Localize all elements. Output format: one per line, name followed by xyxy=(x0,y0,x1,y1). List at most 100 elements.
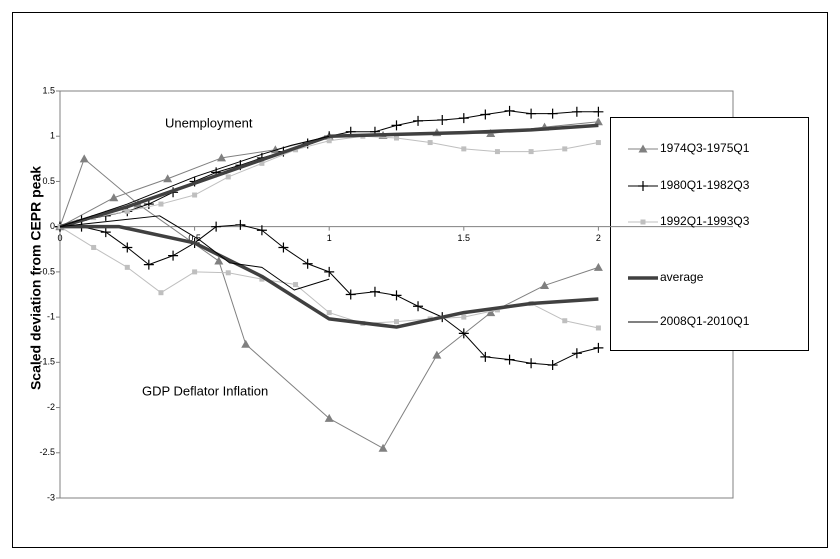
data-point xyxy=(526,108,537,119)
data-point xyxy=(109,193,119,202)
data-point xyxy=(461,314,467,320)
data-point xyxy=(547,108,558,119)
data-point xyxy=(158,290,164,296)
legend-marker xyxy=(638,144,648,153)
data-point xyxy=(413,115,424,126)
data-point xyxy=(122,242,133,253)
data-point xyxy=(217,153,227,162)
data-point xyxy=(461,146,467,152)
y-tick-label: -1 xyxy=(47,311,55,321)
data-point xyxy=(562,146,568,152)
data-point xyxy=(391,290,402,301)
data-point xyxy=(192,269,198,275)
legend-label: 1992Q1-1993Q3 xyxy=(660,214,750,228)
legend-label: 1974Q3-1975Q1 xyxy=(660,141,750,155)
data-point xyxy=(595,325,601,331)
data-point xyxy=(225,270,231,276)
data-point xyxy=(259,160,265,166)
data-point xyxy=(241,339,251,348)
x-tick-label: 2 xyxy=(596,233,601,243)
data-point xyxy=(427,140,433,146)
data-point xyxy=(571,348,582,359)
y-axis-label: Scaled deviation from CEPR peak xyxy=(28,166,44,390)
data-point xyxy=(324,413,334,422)
x-tick-label: 1.5 xyxy=(458,233,471,243)
data-point xyxy=(163,174,173,183)
data-point xyxy=(256,225,267,236)
data-point xyxy=(480,109,491,120)
data-point xyxy=(526,358,537,369)
data-point xyxy=(211,221,222,232)
data-point xyxy=(593,342,604,353)
series-line xyxy=(59,135,330,228)
data-point xyxy=(214,256,224,265)
data-point xyxy=(278,242,289,253)
y-tick-label: -3 xyxy=(47,492,55,502)
data-point xyxy=(480,351,491,362)
data-point xyxy=(302,258,313,269)
legend-label: 1980Q1-1982Q3 xyxy=(660,178,750,192)
data-point xyxy=(293,282,299,288)
data-point xyxy=(504,105,515,116)
data-point xyxy=(324,266,335,277)
data-point xyxy=(192,192,198,198)
y-tick-label: 1 xyxy=(50,131,55,141)
data-point xyxy=(547,360,558,371)
data-point xyxy=(235,219,246,230)
legend-label: average xyxy=(660,270,704,284)
data-point xyxy=(91,244,97,250)
data-point xyxy=(494,149,500,155)
y-tick-label: 1.5 xyxy=(42,85,55,95)
data-point xyxy=(437,114,448,125)
data-point xyxy=(593,106,604,117)
y-tick-label: -2.5 xyxy=(39,447,55,457)
annotation: GDP Deflator Inflation xyxy=(142,383,268,398)
data-point xyxy=(225,174,231,180)
y-tick-label: 0.5 xyxy=(42,176,55,186)
data-point xyxy=(494,307,500,313)
data-point xyxy=(345,289,356,300)
y-tick-label: -2 xyxy=(47,402,55,412)
legend-marker xyxy=(640,219,646,225)
legend-label: 2008Q1-2010Q1 xyxy=(660,314,750,328)
data-point xyxy=(458,113,469,124)
data-point xyxy=(168,250,179,261)
data-point xyxy=(562,318,568,324)
data-point xyxy=(369,286,380,297)
data-point xyxy=(458,328,469,339)
data-point xyxy=(158,201,164,207)
data-point xyxy=(100,227,111,238)
data-point xyxy=(595,140,601,146)
y-tick-label: 0 xyxy=(50,221,55,231)
data-point xyxy=(504,354,515,365)
data-point xyxy=(432,350,442,359)
series-line xyxy=(59,215,330,291)
data-point xyxy=(571,106,582,117)
data-point xyxy=(394,319,399,325)
legend-marker xyxy=(638,181,648,191)
data-point xyxy=(326,310,332,316)
data-point xyxy=(486,308,496,317)
data-point xyxy=(378,443,388,452)
data-point xyxy=(79,154,89,163)
data-point xyxy=(326,138,332,144)
y-tick-label: -0.5 xyxy=(39,266,55,276)
data-point xyxy=(413,301,424,312)
data-point xyxy=(143,259,154,270)
x-tick-label: 0 xyxy=(57,233,62,243)
data-point xyxy=(528,149,534,155)
series-line xyxy=(60,224,599,329)
data-point xyxy=(394,135,399,141)
data-point xyxy=(540,280,550,289)
x-tick-label: 1 xyxy=(327,233,332,243)
data-point xyxy=(391,120,402,131)
data-point xyxy=(259,276,265,282)
annotation: Unemployment xyxy=(165,115,253,130)
data-point xyxy=(124,264,130,270)
y-tick-label: -1.5 xyxy=(39,357,55,367)
data-point xyxy=(593,262,603,271)
data-point xyxy=(593,117,603,126)
legend xyxy=(610,117,809,351)
data-point xyxy=(124,208,130,214)
